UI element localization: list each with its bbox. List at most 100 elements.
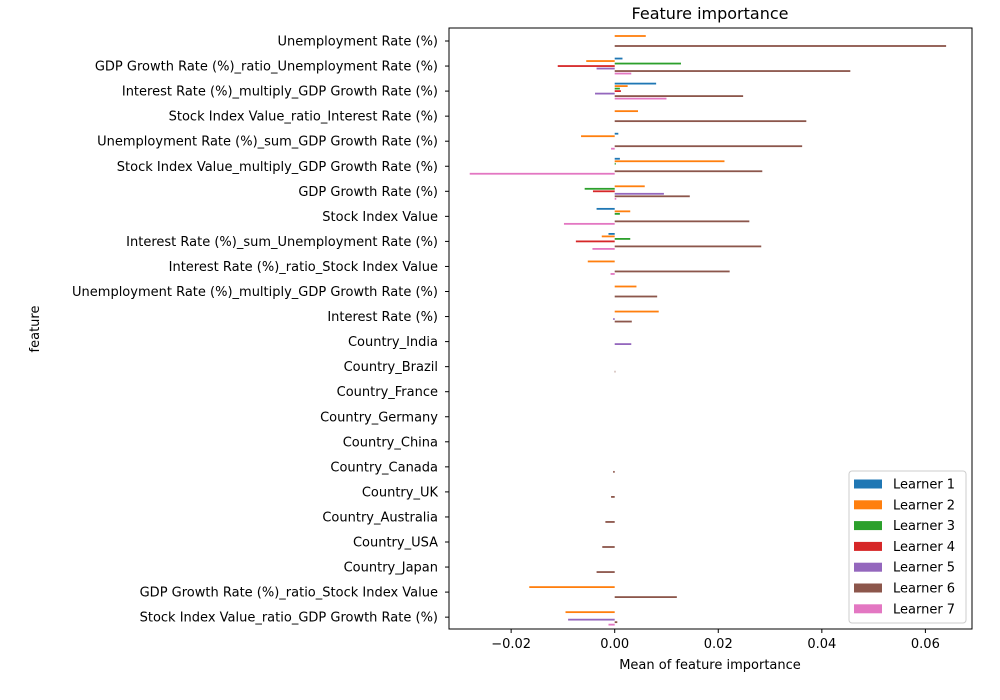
bar-learner-2-1	[586, 60, 615, 62]
bar-learner-1-2	[614, 82, 657, 85]
legend-label: Learner 7	[893, 602, 955, 617]
bar-learner-5-23	[568, 618, 615, 621]
bar-learner-3-2	[614, 87, 620, 90]
bar-learner-2-22	[529, 586, 615, 588]
y-tick-label: Unemployment Rate (%)	[278, 35, 439, 50]
bar-learner-6-2	[614, 95, 744, 97]
bar-learner-7-5	[469, 172, 615, 175]
bar-learner-4-6	[592, 190, 615, 193]
bar-learner-5-6	[614, 192, 664, 195]
x-axis-ticks: −0.02 0.00 0.02 0.04 0.06	[491, 629, 940, 652]
bar-learner-4-1	[557, 65, 615, 67]
y-tick-label: Unemployment Rate (%)_sum_GDP Growth Rat…	[97, 135, 438, 150]
bar-learner-5-11	[613, 318, 615, 320]
y-tick-label: Country_India	[348, 335, 438, 350]
y-tick-label: Unemployment Rate (%)_multiply_GDP Growt…	[72, 285, 438, 300]
bar-learner-2-2	[614, 85, 628, 87]
y-axis-title: feature	[28, 306, 43, 353]
x-tick-label: 0.02	[704, 637, 733, 652]
y-tick-label: Country_Brazil	[344, 360, 438, 375]
legend-label: Learner 5	[893, 561, 955, 576]
legend-swatch	[854, 583, 882, 593]
bar-learner-6-13	[614, 370, 616, 373]
y-tick-label: Country_Canada	[330, 460, 438, 475]
bar-learner-3-8	[614, 238, 631, 240]
bar-learner-1-1	[614, 57, 623, 60]
bar-learner-1-7	[596, 207, 615, 210]
y-tick-label: Stock Index Value	[322, 210, 438, 225]
bar-learner-6-5	[614, 170, 763, 173]
bar-learner-7-23	[608, 623, 615, 626]
bar-learner-2-10	[614, 285, 637, 288]
bar-learner-5-12	[614, 343, 632, 345]
x-tick-label: 0.00	[600, 637, 629, 652]
bar-learner-6-6	[614, 195, 690, 198]
bar-learner-2-4	[581, 135, 615, 138]
bar-learner-5-2	[595, 92, 615, 95]
bar-learner-6-0	[614, 45, 947, 47]
bar-learner-7-2	[614, 97, 667, 100]
bar-learner-2-23	[565, 611, 615, 614]
legend-label: Learner 3	[893, 519, 955, 534]
y-tick-label: Interest Rate (%)_sum_Unemployment Rate …	[126, 235, 438, 250]
y-tick-label: Interest Rate (%)_multiply_GDP Growth Ra…	[122, 85, 438, 100]
bar-learner-3-6	[584, 187, 615, 190]
bar-learner-7-6	[614, 197, 617, 200]
chart-title: Feature importance	[632, 4, 789, 23]
legend: Learner 1 Learner 2 Learner 3 Learner 4 Lear…	[848, 470, 967, 624]
y-tick-label: Country_China	[343, 435, 438, 450]
legend-swatch	[854, 541, 882, 551]
bar-learner-3-5	[614, 162, 616, 165]
y-axis-ticks: Unemployment Rate (%) GDP Growth Rate (%)…	[72, 35, 449, 626]
y-tick-label: GDP Growth Rate (%)	[298, 185, 438, 200]
y-tick-label: Country_Japan	[344, 561, 438, 576]
bar-learner-2-0	[614, 35, 646, 37]
bar-learner-6-9	[614, 270, 730, 273]
bar-learner-6-3	[614, 120, 807, 123]
bar-learner-6-11	[614, 320, 632, 323]
y-tick-label: Stock Index Value_ratio_Interest Rate (%…	[169, 110, 438, 125]
bar-learner-6-8	[614, 245, 762, 248]
legend-label: Learner 6	[893, 582, 955, 597]
bar-learner-6-21	[596, 571, 615, 573]
legend-label: Learner 4	[893, 540, 955, 555]
bar-learner-6-1	[614, 70, 851, 72]
bar-learner-2-9	[587, 260, 615, 263]
y-tick-label: Country_Australia	[322, 510, 438, 525]
bar-learner-6-17	[613, 470, 615, 473]
bar-learner-6-20	[602, 546, 615, 548]
bar-learner-1-8	[608, 233, 615, 235]
legend-swatch	[854, 562, 882, 572]
y-tick-label: GDP Growth Rate (%)_ratio_Stock Index Va…	[140, 586, 438, 601]
legend-swatch	[854, 479, 882, 489]
y-tick-label: GDP Growth Rate (%)_ratio_Unemployment R…	[95, 60, 438, 75]
y-tick-label: Country_UK	[362, 485, 439, 500]
bar-learner-6-19	[605, 521, 615, 523]
legend-swatch	[854, 604, 882, 614]
bar-learner-7-7	[563, 222, 615, 225]
bar-learner-1-4	[614, 132, 619, 135]
y-tick-label: Stock Index Value_ratio_GDP Growth Rate …	[140, 611, 438, 626]
y-tick-label: Stock Index Value_multiply_GDP Growth Ra…	[117, 160, 438, 175]
plot-frame	[448, 27, 973, 630]
legend-label: Learner 2	[893, 498, 955, 513]
bar-learner-4-8	[575, 240, 615, 243]
x-tick-label: 0.04	[807, 637, 836, 652]
legend-label: Learner 1	[893, 478, 955, 493]
y-tick-label: Country_France	[337, 385, 438, 400]
bar-learner-2-6	[614, 185, 645, 188]
bar-learner-7-8	[592, 248, 615, 250]
bar-learner-3-7	[614, 212, 620, 215]
bar-learner-7-4	[611, 147, 615, 150]
y-tick-label: Country_USA	[353, 536, 438, 551]
x-tick-label: 0.06	[911, 637, 940, 652]
bar-learner-6-23	[614, 621, 618, 624]
bar-learner-4-2	[614, 90, 621, 92]
bar-learner-2-5	[614, 160, 725, 163]
bar-learner-1-5	[614, 157, 620, 160]
bar-learner-7-1	[614, 72, 632, 75]
bar-learner-6-10	[614, 295, 658, 298]
bar-learner-6-22	[614, 596, 677, 598]
y-tick-label: Interest Rate (%)_ratio_Stock Index Valu…	[169, 260, 438, 275]
